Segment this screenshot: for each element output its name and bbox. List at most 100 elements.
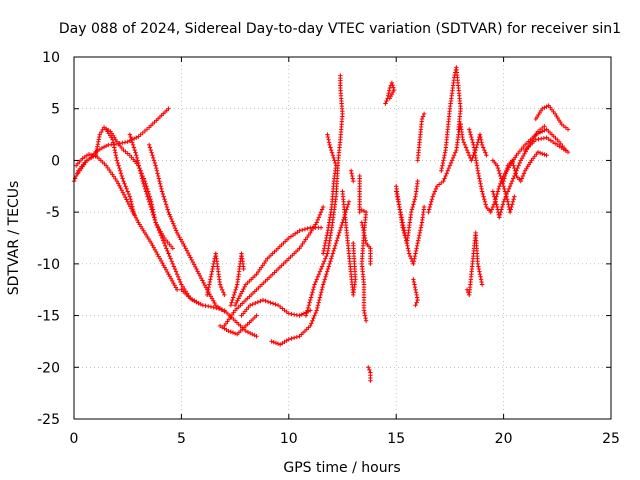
data-point xyxy=(478,181,483,186)
data-point xyxy=(123,184,128,189)
data-point xyxy=(198,301,203,307)
data-point xyxy=(219,307,224,312)
data-point xyxy=(322,246,327,251)
data-point xyxy=(500,202,506,207)
series-arc-22 xyxy=(383,80,397,106)
series-arc-11 xyxy=(222,204,326,329)
data-point xyxy=(112,147,118,153)
data-point xyxy=(476,264,481,269)
y-tick-label: 5 xyxy=(51,102,60,118)
y-tick-label: 10 xyxy=(42,50,60,66)
data-point xyxy=(324,272,329,277)
data-point xyxy=(316,272,322,277)
data-point xyxy=(322,277,327,282)
data-point xyxy=(232,331,238,336)
data-point xyxy=(254,272,259,277)
data-point xyxy=(305,226,310,231)
data-point xyxy=(204,292,210,298)
data-point xyxy=(218,284,224,290)
data-point xyxy=(255,299,261,305)
series-arc-13 xyxy=(239,297,313,318)
data-point xyxy=(220,287,225,292)
data-point xyxy=(297,313,302,318)
data-point xyxy=(134,155,140,161)
data-point xyxy=(297,228,302,233)
data-point xyxy=(291,312,297,317)
data-point xyxy=(115,160,120,166)
data-point xyxy=(495,189,501,194)
y-tick-label: -5 xyxy=(46,205,60,221)
data-point xyxy=(182,286,187,292)
data-point xyxy=(105,165,110,171)
data-point xyxy=(504,165,510,171)
data-point xyxy=(129,201,134,207)
data-point xyxy=(298,243,304,249)
data-point xyxy=(167,253,172,259)
data-point xyxy=(521,171,527,176)
data-point xyxy=(351,178,356,184)
series-arc-15 xyxy=(303,73,345,318)
data-point xyxy=(565,127,571,132)
data-point xyxy=(496,186,501,192)
data-point xyxy=(337,230,342,236)
data-point xyxy=(476,171,481,176)
data-point xyxy=(490,189,496,194)
data-point xyxy=(503,191,508,197)
data-point xyxy=(131,212,137,217)
data-point xyxy=(410,204,415,210)
data-point xyxy=(406,248,411,254)
data-point xyxy=(311,284,317,290)
data-point xyxy=(301,239,307,244)
data-point xyxy=(412,282,417,287)
data-point xyxy=(111,142,116,148)
x-tick-label: 10 xyxy=(280,431,298,447)
data-point xyxy=(479,140,484,145)
data-point xyxy=(502,173,508,179)
data-point xyxy=(314,308,319,313)
series-arc-24 xyxy=(394,178,420,246)
data-point xyxy=(318,225,324,230)
data-point xyxy=(302,227,308,232)
data-point xyxy=(314,220,319,225)
data-point xyxy=(504,197,510,202)
data-point xyxy=(483,202,488,207)
data-point xyxy=(170,219,175,224)
data-point xyxy=(155,224,161,230)
data-point xyxy=(118,171,124,176)
data-point xyxy=(148,147,153,153)
data-point xyxy=(181,241,186,247)
data-point xyxy=(209,269,215,274)
data-point xyxy=(260,297,266,303)
data-point xyxy=(163,202,169,207)
data-point xyxy=(234,284,239,290)
data-point xyxy=(330,251,336,256)
data-point xyxy=(202,282,207,288)
data-point xyxy=(154,249,159,255)
data-point xyxy=(520,173,526,179)
data-point xyxy=(151,215,157,220)
data-point xyxy=(166,106,171,111)
data-point xyxy=(254,313,259,318)
data-point xyxy=(164,204,170,210)
data-point xyxy=(163,199,168,204)
data-point xyxy=(228,303,234,308)
data-point xyxy=(210,266,215,272)
data-point xyxy=(504,168,509,173)
data-point xyxy=(479,142,485,148)
data-point xyxy=(509,204,514,210)
data-point xyxy=(152,217,158,223)
data-point xyxy=(413,248,419,254)
data-point xyxy=(535,149,541,155)
data-point xyxy=(390,83,395,88)
data-point xyxy=(511,163,516,168)
y-axis-label: SDTVAR / TECUs xyxy=(6,181,22,296)
data-point xyxy=(303,237,308,242)
data-point xyxy=(324,235,329,241)
data-point xyxy=(207,282,212,287)
data-point xyxy=(149,150,154,155)
data-point xyxy=(118,185,123,191)
data-point xyxy=(319,207,325,212)
data-point xyxy=(362,235,368,241)
data-point xyxy=(151,212,156,217)
data-point xyxy=(468,132,473,137)
